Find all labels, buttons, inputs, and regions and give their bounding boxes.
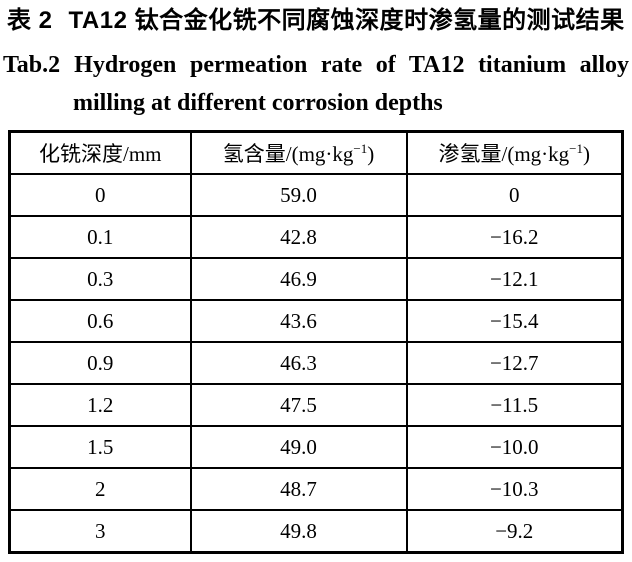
data-table: 化铣深度/mm 氢含量/(mg·kg−1) 渗氢量/(mg·kg−1) 0 59… [8, 130, 624, 554]
cell-hydrogen-content: 42.8 [189, 215, 408, 259]
cell-hydrogen-content: 43.6 [189, 299, 408, 343]
cell-depth: 3 [8, 509, 192, 554]
cell-depth: 2 [8, 467, 192, 511]
table-caption-en-line1: Tab.2 Hydrogen permeation rate of TA12 ti… [0, 50, 632, 80]
col-header-sup: −1 [353, 141, 368, 156]
cell-permeation: −12.1 [405, 257, 624, 301]
table-row: 0.3 46.9 −12.1 [8, 257, 624, 301]
cell-hydrogen-content: 46.3 [189, 341, 408, 385]
cell-depth: 0.9 [8, 341, 192, 385]
table-row: 0 59.0 0 [8, 173, 624, 217]
table-row: 1.2 47.5 −11.5 [8, 383, 624, 427]
table-row: 0.1 42.8 −16.2 [8, 215, 624, 259]
table-row: 2 48.7 −10.3 [8, 467, 624, 511]
col-header-permeation: 渗氢量/(mg·kg−1) [405, 130, 624, 175]
cell-hydrogen-content: 46.9 [189, 257, 408, 301]
col-header-depth: 化铣深度/mm [8, 130, 192, 175]
cell-permeation: −12.7 [405, 341, 624, 385]
table-caption-en-label: Tab.2 [3, 52, 61, 78]
cell-permeation: −16.2 [405, 215, 624, 259]
col-header-close: ) [583, 142, 590, 166]
table-row: 0.6 43.6 −15.4 [8, 299, 624, 343]
cell-permeation: −9.2 [405, 509, 624, 554]
table-caption-zh-label: 表 2 [7, 7, 53, 34]
col-header-hydrogen-content: 氢含量/(mg·kg−1) [189, 130, 408, 175]
cell-hydrogen-content: 48.7 [189, 467, 408, 511]
cell-permeation: 0 [405, 173, 624, 217]
table-caption-en-text: Hydrogen permeation rate of TA12 titaniu… [74, 52, 629, 78]
col-header-text: 氢含量/(mg·kg [222, 142, 354, 166]
col-header-sup: −1 [569, 141, 583, 156]
col-header-close: ) [367, 142, 375, 166]
cell-depth: 1.5 [8, 425, 192, 469]
col-header-text: 渗氢量/(mg·kg [438, 142, 570, 166]
cell-hydrogen-content: 47.5 [189, 383, 408, 427]
cell-depth: 0.3 [8, 257, 192, 301]
cell-permeation: −10.3 [405, 467, 624, 511]
table-row: 1.5 49.0 −10.0 [8, 425, 624, 469]
table-caption-zh: 表 2 TA12 钛合金化铣不同腐蚀深度时渗氢量的测试结果 [0, 0, 632, 37]
cell-depth: 1.2 [8, 383, 192, 427]
header-row: 化铣深度/mm 氢含量/(mg·kg−1) 渗氢量/(mg·kg−1) [8, 130, 624, 175]
table-caption-en-line2: milling at different corrosion depths [73, 90, 443, 116]
cell-depth: 0 [8, 173, 192, 217]
cell-depth: 0.6 [8, 299, 192, 343]
col-header-text: 化铣深度/mm [38, 142, 162, 166]
cell-permeation: −10.0 [405, 425, 624, 469]
table-caption-zh-text: TA12 钛合金化铣不同腐蚀深度时渗氢量的测试结果 [68, 7, 625, 34]
table-row: 3 49.8 −9.2 [8, 509, 624, 554]
table-row: 0.9 46.3 −12.7 [8, 341, 624, 385]
cell-permeation: −15.4 [405, 299, 624, 343]
cell-hydrogen-content: 49.0 [189, 425, 408, 469]
cell-hydrogen-content: 59.0 [189, 173, 408, 217]
cell-depth: 0.1 [8, 215, 192, 259]
cell-permeation: −11.5 [405, 383, 624, 427]
cell-hydrogen-content: 49.8 [189, 509, 408, 554]
